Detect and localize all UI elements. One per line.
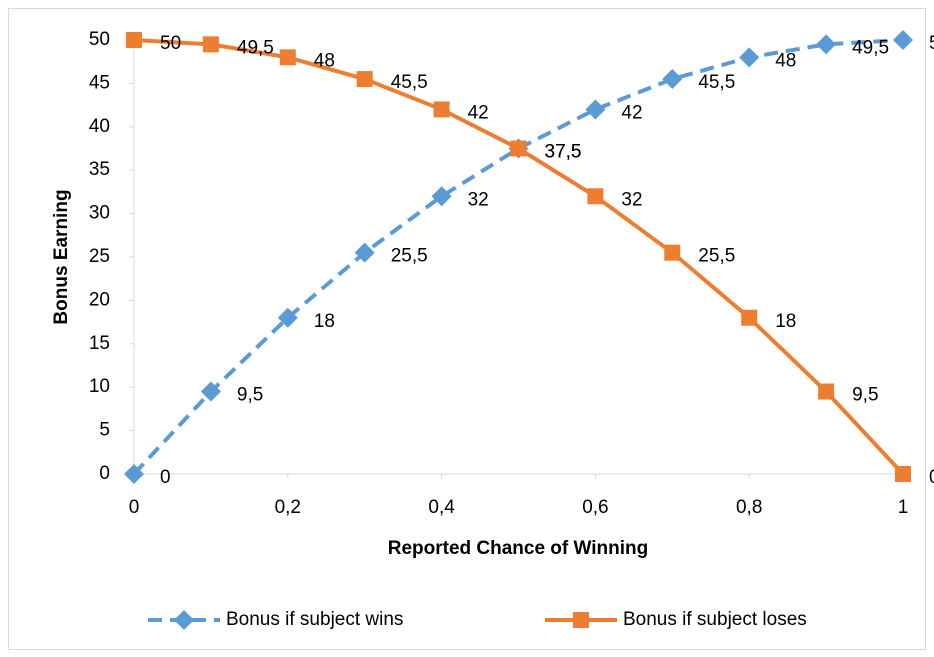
x-axis-title: Reported Chance of Winning <box>388 538 649 559</box>
data-label: 0 <box>160 467 171 488</box>
chart-frame <box>8 8 926 650</box>
legend-label: Bonus if subject wins <box>226 609 403 630</box>
data-point <box>200 381 221 402</box>
x-tick-label: 0,8 <box>736 497 762 518</box>
data-point <box>277 307 298 328</box>
data-point <box>126 32 142 48</box>
data-label: 9,5 <box>237 385 263 406</box>
data-label: 50 <box>929 33 934 54</box>
data-point <box>739 47 760 68</box>
data-label: 32 <box>621 189 642 210</box>
y-tick-label: 10 <box>89 376 110 397</box>
y-tick-label: 20 <box>89 289 110 310</box>
y-tick-label: 50 <box>89 29 110 50</box>
data-point <box>893 30 913 50</box>
x-tick-label: 0,6 <box>582 497 608 518</box>
data-point <box>202 36 219 53</box>
data-point <box>279 49 296 66</box>
legend-label: Bonus if subject loses <box>623 609 807 630</box>
series-line <box>132 38 904 476</box>
data-label: 45,5 <box>391 72 428 93</box>
y-tick-label: 15 <box>89 333 110 354</box>
data-point <box>510 140 527 157</box>
data-point <box>662 69 683 90</box>
data-point <box>816 34 837 55</box>
data-label: 45,5 <box>698 72 735 93</box>
data-point <box>356 71 373 88</box>
y-tick-label: 0 <box>99 463 110 484</box>
x-tick-label: 0,2 <box>275 497 301 518</box>
data-point <box>431 186 452 207</box>
data-label: 50 <box>160 33 181 54</box>
y-tick-label: 5 <box>99 420 110 441</box>
x-tick-label: 1 <box>898 497 909 518</box>
data-label: 25,5 <box>391 246 428 267</box>
data-point <box>433 101 450 118</box>
data-label: 9,5 <box>852 385 878 406</box>
y-tick-label: 45 <box>89 72 110 93</box>
y-tick-label: 40 <box>89 116 110 137</box>
y-tick-label: 25 <box>89 246 110 267</box>
legend-marker <box>174 610 194 630</box>
data-point <box>124 464 144 484</box>
data-point <box>818 383 835 400</box>
legend-marker <box>573 612 589 628</box>
data-point <box>741 309 758 326</box>
y-tick-label: 30 <box>89 203 110 224</box>
data-label: 49,5 <box>237 37 274 58</box>
x-tick-label: 0,4 <box>428 497 455 518</box>
data-label: 42 <box>621 102 642 123</box>
data-label: 37,5 <box>545 142 582 163</box>
data-point <box>585 99 606 120</box>
data-label: 18 <box>314 311 335 332</box>
data-point <box>587 188 604 205</box>
data-label: 37,5 <box>545 142 582 163</box>
y-tick-label: 35 <box>89 159 110 180</box>
data-label: 32 <box>468 189 489 210</box>
data-label: 49,5 <box>852 37 889 58</box>
x-tick-label: 0 <box>129 497 140 518</box>
data-label: 48 <box>775 50 796 71</box>
data-label: 48 <box>314 50 335 71</box>
y-axis-title: Bonus Earning <box>51 189 72 324</box>
data-label: 18 <box>775 311 796 332</box>
data-label: 0 <box>929 467 934 488</box>
data-point <box>895 466 911 482</box>
data-label: 42 <box>468 102 489 123</box>
data-point <box>354 242 375 263</box>
data-label: 25,5 <box>698 246 735 267</box>
data-point <box>664 244 681 261</box>
